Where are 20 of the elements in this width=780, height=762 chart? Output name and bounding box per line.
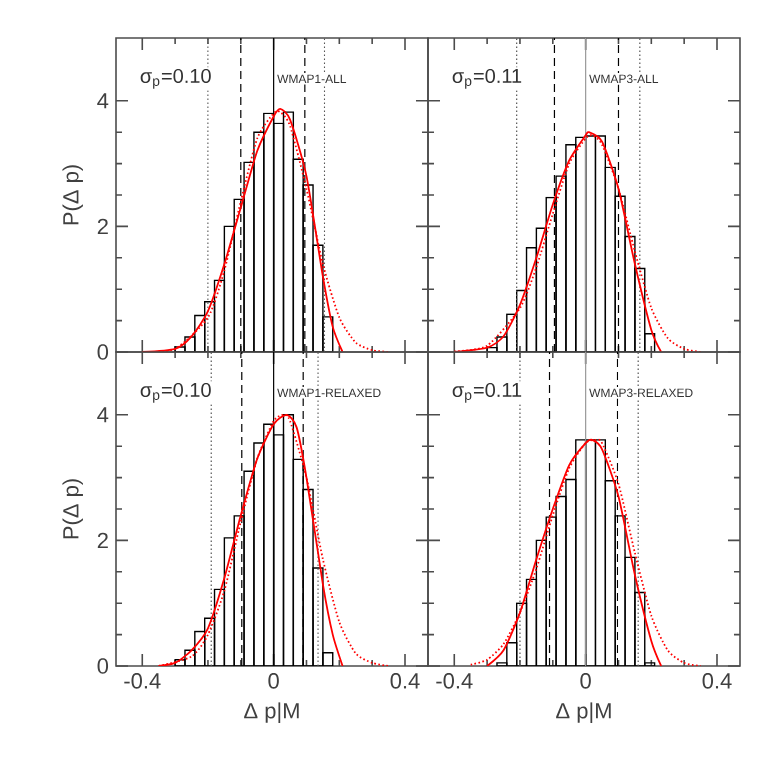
x-tick-label: 0: [268, 673, 279, 689]
x-axis-title: Δ p|M: [244, 702, 299, 723]
annotation: σ$_{p}$=0.10: [140, 382, 211, 403]
y-tick-label: 2: [97, 218, 108, 235]
x-tick-label: -0.4: [124, 673, 161, 689]
x-tick-label: 0: [580, 673, 591, 689]
x-tick-label: 0.4: [702, 673, 732, 689]
annotation: σ$_{p}$=0.10: [140, 68, 211, 89]
x-tick-label: 0.4: [390, 673, 420, 689]
x-axis-title: Δ p|M: [556, 702, 611, 723]
annotation: σ$_{p}$=0.11: [452, 68, 522, 89]
y-axis-title: P(Δ p): [62, 165, 83, 225]
annotation: σ$_{p}$=0.11: [452, 382, 522, 403]
y-tick-label: 2: [97, 532, 108, 549]
y-tick-label: 4: [97, 407, 109, 423]
y-axis-title: P(Δ p): [62, 479, 83, 539]
y-tick-label: 4: [97, 93, 109, 109]
y-tick-label: 0: [97, 344, 109, 360]
y-tick-label: 0: [97, 658, 109, 674]
x-tick-label: -0.4: [436, 673, 473, 689]
